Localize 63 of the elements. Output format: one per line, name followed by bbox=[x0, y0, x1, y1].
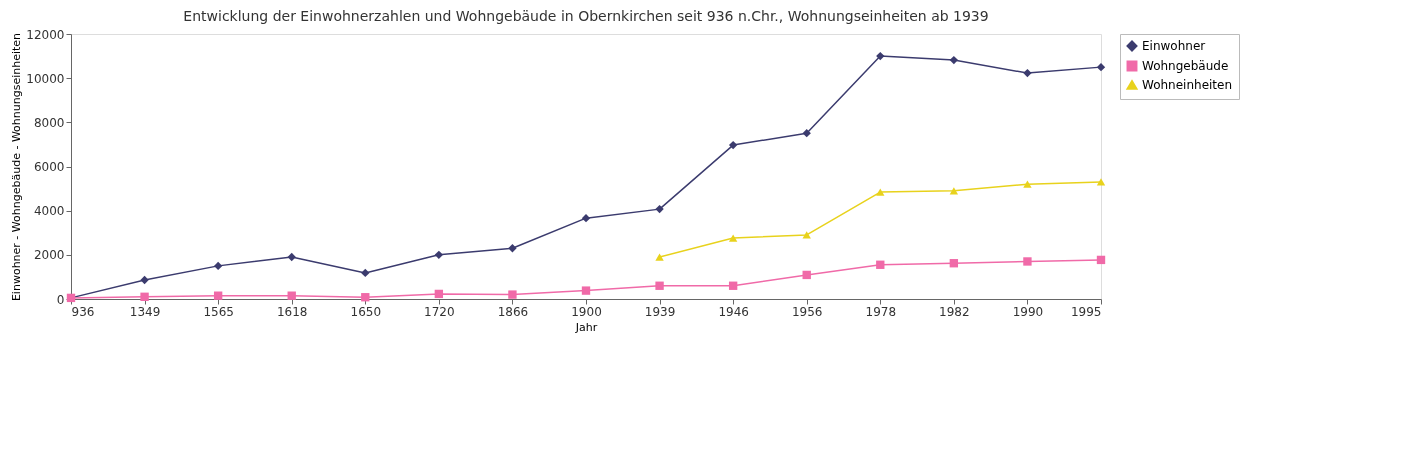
x-tick-label: 1956 bbox=[791, 304, 823, 319]
point bbox=[1096, 178, 1106, 186]
point bbox=[655, 204, 664, 214]
x-tick-label: 1565 bbox=[203, 304, 234, 319]
y-tick-label: 10000 bbox=[26, 71, 65, 86]
legend-label: Wohngebäude bbox=[1142, 59, 1229, 73]
x-tick-label: 1982 bbox=[939, 304, 970, 319]
point bbox=[434, 289, 444, 299]
point bbox=[1096, 255, 1106, 265]
y-tick-label: 0 bbox=[56, 292, 65, 307]
x-tick-label: 1618 bbox=[276, 304, 308, 319]
legend-label: Wohneinheiten bbox=[1142, 78, 1233, 92]
y-tick-label: 4000 bbox=[33, 204, 65, 219]
point bbox=[581, 286, 591, 295]
chart-title: Entwicklung der Einwohnerzahlen und Wohngebäude in Obernkirchen seit 936 n.Chr., Wohnungseinheiten ab 1939 bbox=[183, 8, 989, 24]
point bbox=[949, 187, 959, 195]
x-tick-label: 936 bbox=[71, 304, 95, 319]
point bbox=[213, 291, 223, 300]
point bbox=[728, 140, 738, 150]
point bbox=[361, 293, 370, 302]
point bbox=[1096, 62, 1106, 72]
point bbox=[655, 281, 664, 290]
y-axis-title: Einwohner - Wohngebäude - Wohnungseinheiten bbox=[10, 32, 24, 302]
point bbox=[949, 55, 959, 65]
point bbox=[876, 188, 885, 196]
point bbox=[287, 252, 296, 262]
point bbox=[802, 231, 811, 239]
point bbox=[949, 259, 959, 268]
point bbox=[876, 51, 885, 61]
point bbox=[802, 270, 811, 280]
x-tick-label: 1946 bbox=[718, 304, 749, 319]
x-tick-label: 1349 bbox=[129, 304, 161, 319]
x-tick-label: 1866 bbox=[497, 304, 529, 319]
y-tick-label: 6000 bbox=[33, 160, 65, 174]
x-tick-label: 1650 bbox=[350, 304, 382, 319]
point bbox=[802, 128, 811, 138]
point bbox=[728, 234, 738, 242]
point bbox=[508, 244, 517, 253]
x-tick-label: 1978 bbox=[865, 304, 897, 319]
point bbox=[287, 291, 296, 300]
point bbox=[361, 268, 370, 278]
x-tick-label: 1990 bbox=[1012, 304, 1044, 319]
x-axis-title: Jahr bbox=[574, 320, 598, 334]
legend-label: Einwohner bbox=[1142, 39, 1206, 53]
point bbox=[434, 250, 444, 260]
point bbox=[581, 213, 591, 223]
point bbox=[508, 290, 517, 299]
x-tick-label: 1939 bbox=[644, 304, 676, 319]
y-tick-label: 8000 bbox=[33, 115, 65, 130]
point bbox=[1023, 68, 1032, 78]
point bbox=[1023, 257, 1032, 266]
x-tick-label: 1995 bbox=[1070, 304, 1102, 319]
point bbox=[655, 253, 664, 261]
point bbox=[1023, 180, 1032, 188]
point bbox=[213, 261, 223, 271]
y-tick-label: 12000 bbox=[26, 27, 65, 42]
point bbox=[728, 281, 738, 290]
y-tick-label: 2000 bbox=[33, 248, 65, 263]
point bbox=[140, 292, 149, 301]
x-tick-label: 1720 bbox=[424, 304, 455, 319]
point bbox=[140, 275, 149, 285]
point bbox=[876, 260, 885, 269]
x-tick-label: 1900 bbox=[571, 304, 602, 319]
